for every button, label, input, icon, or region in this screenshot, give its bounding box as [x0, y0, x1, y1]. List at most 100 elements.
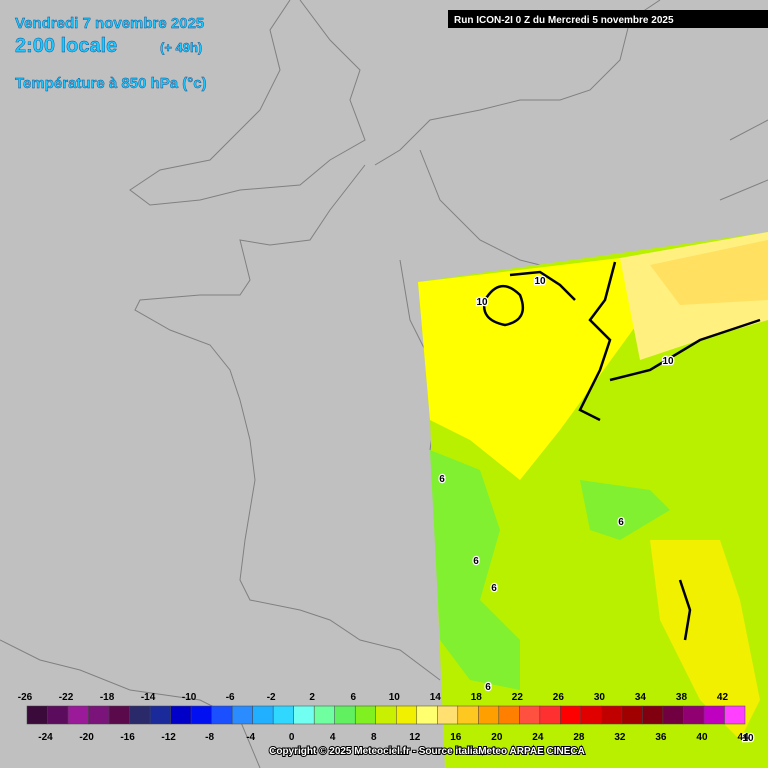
- legend-swatch: [683, 705, 705, 725]
- legend-tick: 42: [717, 692, 729, 703]
- field-name: Température à 850 hPa (°c): [15, 75, 207, 92]
- legend-swatch: [149, 705, 171, 725]
- legend-swatch: [313, 705, 335, 725]
- legend-tick: 16: [450, 732, 462, 743]
- legend-swatch: [621, 705, 643, 725]
- legend-tick: 38: [676, 692, 688, 703]
- legend-swatch: [416, 705, 438, 725]
- legend-tick: -14: [141, 692, 156, 703]
- legend-swatch: [26, 705, 48, 725]
- legend-swatch: [47, 705, 69, 725]
- run-box: [448, 10, 768, 28]
- legend-tick: 10: [389, 692, 401, 703]
- time: 2:00 locale: [15, 35, 117, 57]
- legend-swatch: [519, 705, 541, 725]
- legend-tick: 12: [409, 732, 421, 743]
- legend-swatch: [375, 705, 397, 725]
- legend-tick: 30: [594, 692, 606, 703]
- contours: [482, 261, 761, 641]
- contour-label: 6: [491, 583, 497, 594]
- run-info: Run ICON-2I 0 Z du Mercredi 5 novembre 2…: [454, 15, 674, 26]
- contour-label: 6: [439, 474, 445, 485]
- legend: -26-24-22-20-18-16-14-12-10-8-6-4-202468…: [18, 692, 749, 743]
- legend-swatch: [580, 705, 602, 725]
- legend-tick: 6: [350, 692, 356, 703]
- legend-swatch: [252, 705, 274, 725]
- legend-swatch: [601, 705, 623, 725]
- legend-swatch: [642, 705, 664, 725]
- legend-tick: 32: [614, 732, 626, 743]
- legend-swatch: [703, 705, 725, 725]
- legend-swatch: [662, 705, 684, 725]
- legend-tick: -26: [18, 692, 33, 703]
- legend-tick: 4: [330, 732, 336, 743]
- legend-swatch: [539, 705, 561, 725]
- contour: [609, 318, 761, 382]
- legend-tick: -10: [182, 692, 197, 703]
- cool-zone-2: [580, 480, 670, 540]
- legend-swatch: [190, 705, 212, 725]
- coast-france: [134, 164, 441, 681]
- legend-swatch: [334, 705, 356, 725]
- legend-tick: 28: [573, 732, 585, 743]
- legend-swatch: [129, 705, 151, 725]
- legend-tick: -12: [161, 732, 176, 743]
- coast-north: [374, 0, 661, 166]
- legend-swatch: [231, 705, 253, 725]
- legend-tick: -8: [205, 732, 214, 743]
- legend-swatch: [88, 705, 110, 725]
- legend-swatch: [437, 705, 459, 725]
- contour-label: 10: [476, 297, 488, 308]
- sea-warm: [650, 540, 760, 740]
- legend-tick: -2: [267, 692, 276, 703]
- copyright: Copyright © 2025 Meteociel.fr - Source i…: [269, 746, 585, 757]
- legend-swatch: [724, 705, 746, 725]
- legend-tick: 40: [696, 732, 708, 743]
- legend-swatch: [108, 705, 130, 725]
- contour: [482, 285, 525, 327]
- contour: [509, 261, 617, 422]
- cool-zone: [430, 450, 520, 690]
- contour-label: 6: [618, 517, 624, 528]
- legend-tick: -6: [226, 692, 235, 703]
- legend-tick: 24: [532, 732, 544, 743]
- legend-swatch: [498, 705, 520, 725]
- contour-label: 10: [534, 276, 546, 287]
- legend-tick: -4: [246, 732, 255, 743]
- coast-east: [719, 119, 768, 201]
- legend-tick: -18: [100, 692, 115, 703]
- lead-time: (+ 49h): [160, 40, 202, 55]
- legend-tick: -22: [59, 692, 74, 703]
- legend-swatch: [354, 705, 376, 725]
- legend-tick: 8: [371, 732, 377, 743]
- legend-tick: 22: [512, 692, 524, 703]
- coast-uk: [129, 0, 366, 206]
- date: Vendredi 7 novembre 2025: [15, 15, 204, 32]
- legend-tick: 36: [655, 732, 667, 743]
- legend-swatch: [478, 705, 500, 725]
- legend-tick: 0: [289, 732, 295, 743]
- legend-swatch: [293, 705, 315, 725]
- contour-label: 10: [662, 356, 674, 367]
- legend-swatch: [211, 705, 233, 725]
- legend-swatch: [67, 705, 89, 725]
- legend-tick: 34: [635, 692, 647, 703]
- contour-label: 6: [473, 556, 479, 567]
- legend-tick: 26: [553, 692, 565, 703]
- legend-tick: 20: [491, 732, 503, 743]
- contour: [678, 579, 692, 641]
- legend-swatch: [560, 705, 582, 725]
- legend-tick: -24: [38, 732, 53, 743]
- legend-swatch: [170, 705, 192, 725]
- legend-tick: 14: [430, 692, 442, 703]
- contour-labels: 10 10 10 6 6 6 6 6 10: [438, 275, 755, 746]
- legend-tick: 44: [737, 732, 749, 743]
- warmest-zone: [650, 240, 768, 305]
- legend-tick: -20: [79, 732, 94, 743]
- warm-zone: [418, 258, 640, 480]
- legend-swatch: [396, 705, 418, 725]
- legend-tick: 18: [471, 692, 483, 703]
- contour-label: 6: [485, 682, 491, 693]
- legend-tick: -16: [120, 732, 135, 743]
